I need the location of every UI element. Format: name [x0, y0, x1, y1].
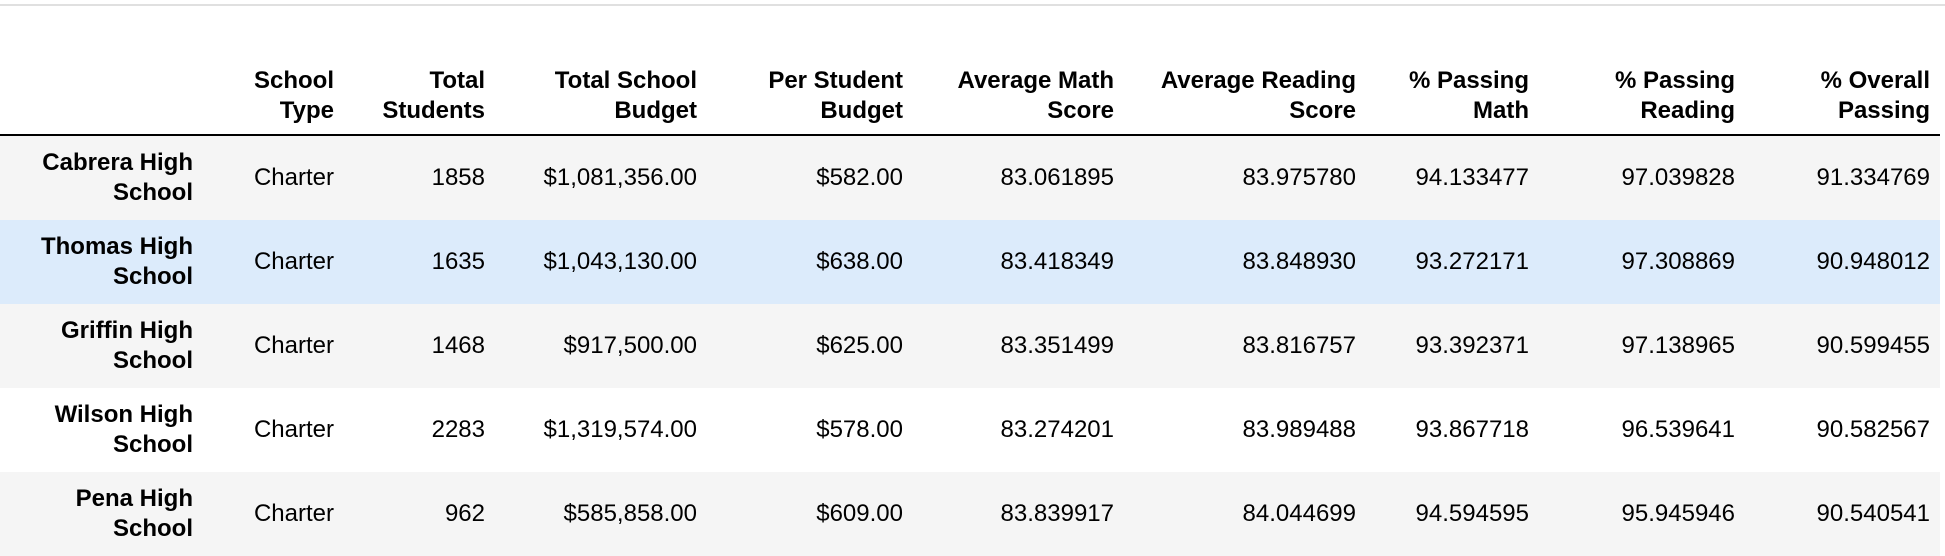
cell-average-math-score: 83.274201 — [1000, 416, 1114, 443]
cell-overall-passing: 90.599455 — [1816, 332, 1930, 359]
cell-per-student-budget: $578.00 — [816, 416, 903, 443]
dataframe-output: School Type Total Students Total School … — [0, 38, 1945, 556]
cell-per-student-budget: $582.00 — [816, 164, 903, 191]
cell-passing-math: 94.594595 — [1415, 500, 1529, 527]
cell-average-reading-score: 83.848930 — [1242, 248, 1356, 275]
cell-average-reading-score: 83.989488 — [1242, 416, 1356, 443]
cell-per-student-budget: $625.00 — [816, 332, 903, 359]
cell-passing-math: 93.867718 — [1415, 416, 1529, 443]
cell-total-school-budget: $1,081,356.00 — [543, 164, 697, 191]
row-index-school: Wilson High School — [54, 401, 193, 458]
cell-school-type: Charter — [253, 416, 334, 443]
cell-school-type: Charter — [253, 332, 334, 359]
cell-school-type: Charter — [253, 164, 334, 191]
column-header-per-student-budget: Per Student Budget — [707, 38, 913, 136]
cell-average-reading-score: 83.975780 — [1242, 164, 1356, 191]
cell-overall-passing: 90.582567 — [1816, 416, 1930, 443]
column-header-passing-math: % Passing Math — [1366, 38, 1539, 136]
row-index-school: Thomas High School — [40, 233, 193, 290]
cell-passing-reading: 95.945946 — [1621, 500, 1735, 527]
school-summary-table: School Type Total Students Total School … — [0, 38, 1940, 556]
cell-per-student-budget: $609.00 — [816, 500, 903, 527]
cell-average-reading-score: 83.816757 — [1242, 332, 1356, 359]
cell-total-students: 2283 — [431, 416, 485, 443]
cell-passing-reading: 97.039828 — [1621, 164, 1735, 191]
column-header-average-reading-score: Average Reading Score — [1124, 38, 1366, 136]
cell-passing-reading: 96.539641 — [1621, 416, 1735, 443]
cell-average-math-score: 83.418349 — [1000, 248, 1114, 275]
cell-passing-reading: 97.138965 — [1621, 332, 1735, 359]
cell-total-students: 1635 — [431, 248, 485, 275]
row-index-school: Griffin High School — [61, 317, 193, 374]
cell-total-school-budget: $1,043,130.00 — [543, 248, 697, 275]
cell-total-school-budget: $585,858.00 — [563, 500, 697, 527]
cell-school-type: Charter — [253, 500, 334, 527]
column-header-passing-reading: % Passing Reading — [1539, 38, 1745, 136]
cell-total-students: 1468 — [431, 332, 485, 359]
cell-total-school-budget: $1,319,574.00 — [543, 416, 697, 443]
table-row: Griffin High School Charter 1468 $917,50… — [0, 304, 1940, 388]
cell-per-student-budget: $638.00 — [816, 248, 903, 275]
cell-average-math-score: 83.351499 — [1000, 332, 1114, 359]
cell-total-students: 1858 — [431, 164, 485, 191]
cell-average-reading-score: 84.044699 — [1242, 500, 1356, 527]
cell-passing-reading: 97.308869 — [1621, 248, 1735, 275]
cell-overall-passing: 91.334769 — [1816, 164, 1930, 191]
table-row-hovered: Thomas High School Charter 1635 $1,043,1… — [0, 220, 1940, 304]
table-row: Cabrera High School Charter 1858 $1,081,… — [0, 135, 1940, 220]
cell-average-math-score: 83.839917 — [1000, 500, 1114, 527]
table-row: Wilson High School Charter 2283 $1,319,5… — [0, 388, 1940, 472]
cell-passing-math: 93.392371 — [1415, 332, 1529, 359]
column-header-total-school-budget: Total School Budget — [495, 38, 707, 136]
column-header-average-math-score: Average Math Score — [913, 38, 1124, 136]
cell-school-type: Charter — [253, 248, 334, 275]
column-header-total-students: Total Students — [344, 38, 495, 136]
column-header-overall-passing: % Overall Passing — [1745, 38, 1940, 136]
header-row: School Type Total Students Total School … — [0, 38, 1940, 136]
cell-total-school-budget: $917,500.00 — [563, 332, 697, 359]
output-area-top-border — [0, 4, 1945, 6]
table-header: School Type Total Students Total School … — [0, 38, 1940, 136]
row-index-school: Cabrera High School — [42, 149, 193, 206]
table-row: Pena High School Charter 962 $585,858.00… — [0, 472, 1940, 556]
cell-average-math-score: 83.061895 — [1000, 164, 1114, 191]
cell-overall-passing: 90.948012 — [1816, 248, 1930, 275]
cell-passing-math: 93.272171 — [1415, 248, 1529, 275]
cell-total-students: 962 — [444, 500, 485, 527]
cell-overall-passing: 90.540541 — [1816, 500, 1930, 527]
cell-passing-math: 94.133477 — [1415, 164, 1529, 191]
row-index-school: Pena High School — [75, 485, 193, 542]
table-body: Cabrera High School Charter 1858 $1,081,… — [0, 135, 1940, 556]
index-header — [0, 38, 203, 136]
column-header-school-type: School Type — [203, 38, 344, 136]
